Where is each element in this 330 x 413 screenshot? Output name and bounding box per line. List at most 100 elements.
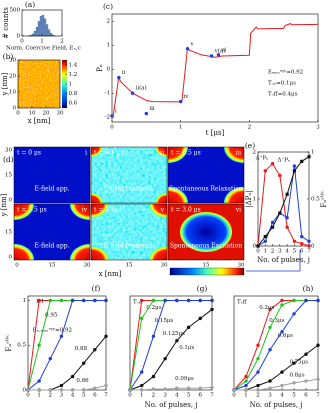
snapshot [167, 146, 245, 204]
colorbar-tick-label: 1.4 [69, 62, 78, 68]
field [91, 147, 167, 203]
marker [175, 298, 179, 303]
marker [210, 385, 214, 390]
snapshot-time: t = 0 μs [17, 150, 41, 157]
x-tick-label: 5 [292, 393, 296, 399]
x-tick-label: 6 [300, 249, 304, 255]
x-tick-label: 30 [57, 111, 64, 117]
series-label: 0.75μs [289, 359, 308, 365]
annotation: Eₐₘₚᵃᵖᵖ=0.92 [268, 70, 303, 76]
x-tick-label: 7 [316, 393, 320, 399]
snapshot-frame [13, 203, 91, 261]
x-tick-label: 15 [203, 263, 210, 269]
marker [256, 370, 260, 374]
series-line [129, 309, 213, 391]
marker [186, 298, 191, 303]
y-axis-label: y [nm] [0, 193, 8, 217]
marker [151, 334, 156, 338]
point-label: i [115, 109, 117, 115]
x-tick-label: 4 [71, 393, 75, 399]
x-tick-label: 6 [93, 393, 97, 399]
x-tick-label: 0 [20, 39, 24, 45]
x-tick-label: 4 [280, 393, 284, 399]
point-label: iv [184, 94, 190, 100]
y-axis-label: Fₙˢᵂᶜ [5, 334, 13, 352]
marker [256, 356, 260, 361]
colorbar-tick-label: 0.8 [69, 91, 78, 97]
marker [316, 298, 320, 303]
snapshot-image [168, 204, 244, 260]
x-tick-label: 0 [16, 111, 20, 117]
series-label: 0.2μs [259, 305, 274, 311]
panel-label: (f) [92, 284, 101, 293]
x-tick-label: 0 [15, 263, 19, 269]
domain [155, 147, 167, 157]
snapshot-id: ii [160, 150, 164, 157]
domain [168, 187, 188, 203]
marker [163, 298, 167, 303]
y-tick-label: 0 [9, 255, 13, 261]
marker [263, 239, 267, 243]
x-tick-label: 4 [285, 249, 289, 255]
snapshot-id: i [85, 150, 87, 157]
bar [31, 33, 35, 37]
series-label: 0.125μs [163, 331, 185, 337]
y-tick-label: -2 [105, 115, 110, 121]
x-tick-label: 3 [278, 249, 282, 255]
marker [93, 298, 97, 303]
marker [175, 339, 179, 343]
snapshot [90, 203, 168, 261]
snapshot-frame [167, 146, 245, 204]
y-tick-label: 1 [253, 197, 257, 203]
annotation: Tₒff [237, 300, 248, 306]
y-tick-label: 30 [9, 58, 16, 64]
x-tick-label: 2 [256, 393, 260, 399]
marker [268, 386, 272, 390]
series-label: 0.1μs [179, 345, 194, 351]
marker [198, 316, 202, 321]
series-line [233, 299, 318, 391]
marker [82, 298, 86, 303]
x-axis-label: t [μs] [206, 129, 225, 137]
y-tick-label: 10 [9, 90, 16, 96]
marker [210, 298, 214, 303]
domain [70, 244, 90, 260]
marker [292, 169, 297, 173]
series-line [234, 378, 319, 391]
marker [37, 388, 41, 392]
marker [104, 334, 108, 338]
y-tick-label: 0 [23, 388, 27, 394]
x-tick-label: 3 [268, 393, 272, 399]
domain [224, 187, 244, 203]
series-label: 0.86 [76, 378, 89, 384]
marker [37, 298, 41, 303]
marker [232, 388, 236, 392]
marker [130, 91, 135, 95]
bar [39, 16, 43, 37]
snapshot-note: E-field removed. [104, 243, 154, 250]
marker [285, 192, 289, 196]
y-tick-label: 0 [17, 34, 21, 40]
marker [185, 47, 190, 51]
marker [26, 388, 30, 392]
marker [59, 388, 64, 392]
panel-label: (c) [103, 2, 113, 11]
colorbar-tick-label: 0.6 [69, 101, 78, 107]
marker [268, 307, 272, 312]
bar [43, 18, 47, 37]
marker [292, 381, 296, 385]
series-label: 0.3μs [269, 318, 284, 324]
marker [270, 162, 275, 166]
snapshot-note: E-field app. [35, 243, 70, 250]
annotation: Tₒff=0.4μs [268, 92, 298, 98]
marker [151, 387, 156, 391]
marker [280, 298, 284, 303]
y-tick-label: 500 [10, 8, 21, 14]
bar [33, 31, 37, 37]
snapshot-image [91, 147, 167, 203]
marker [263, 169, 267, 173]
plot-frame [111, 13, 319, 123]
snapshot-id: iv [82, 207, 88, 214]
marker [304, 379, 308, 383]
snapshot-image [91, 204, 167, 260]
